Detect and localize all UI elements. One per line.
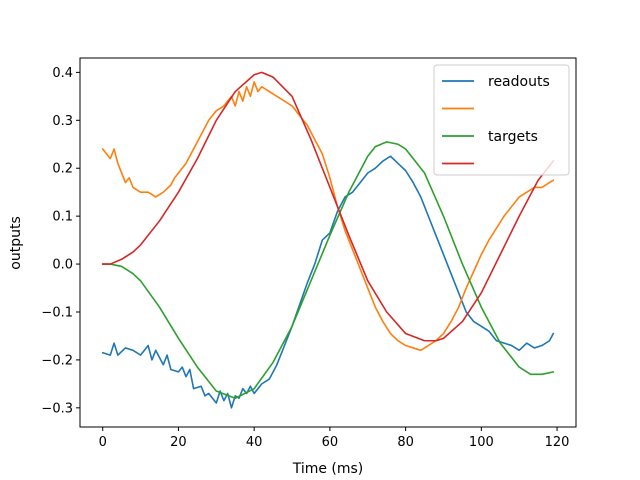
x-axis-ticks: 0 20 40 60 80 100 120 [99,427,570,450]
legend-box [433,64,570,176]
legend-label-3: targets [488,129,538,145]
series-layer [101,71,555,409]
y-tick-label: 0.4 [52,66,73,81]
plot-frame [79,57,577,428]
x-tick-label: 40 [246,435,263,450]
y-tick-label: −0.1 [41,305,73,320]
legend-label-1: readouts [488,74,550,90]
y-tick-label: −0.3 [41,401,73,416]
x-tick-label: 120 [545,435,570,450]
series-line-4 [101,71,555,342]
x-tick-label: 100 [469,435,494,450]
y-tick-label: 0.3 [52,114,73,129]
x-tick-label: 80 [397,435,414,450]
x-tick-label: 20 [170,435,187,450]
y-tick-label: −0.2 [41,353,73,368]
series-line-3 [101,141,555,400]
y-tick-label: 0.0 [52,258,73,273]
x-axis-label: Time (ms) [292,461,364,477]
x-tick-label: 60 [322,435,339,450]
y-axis-label: outputs [8,216,24,269]
legend: readouts targets [433,64,570,176]
y-axis-ticks: −0.3 −0.2 −0.1 0.0 0.1 0.2 0.3 0.4 [41,66,80,416]
x-tick-label: 0 [99,435,107,450]
y-tick-label: 0.1 [52,210,73,225]
y-tick-label: 0.2 [52,162,73,177]
